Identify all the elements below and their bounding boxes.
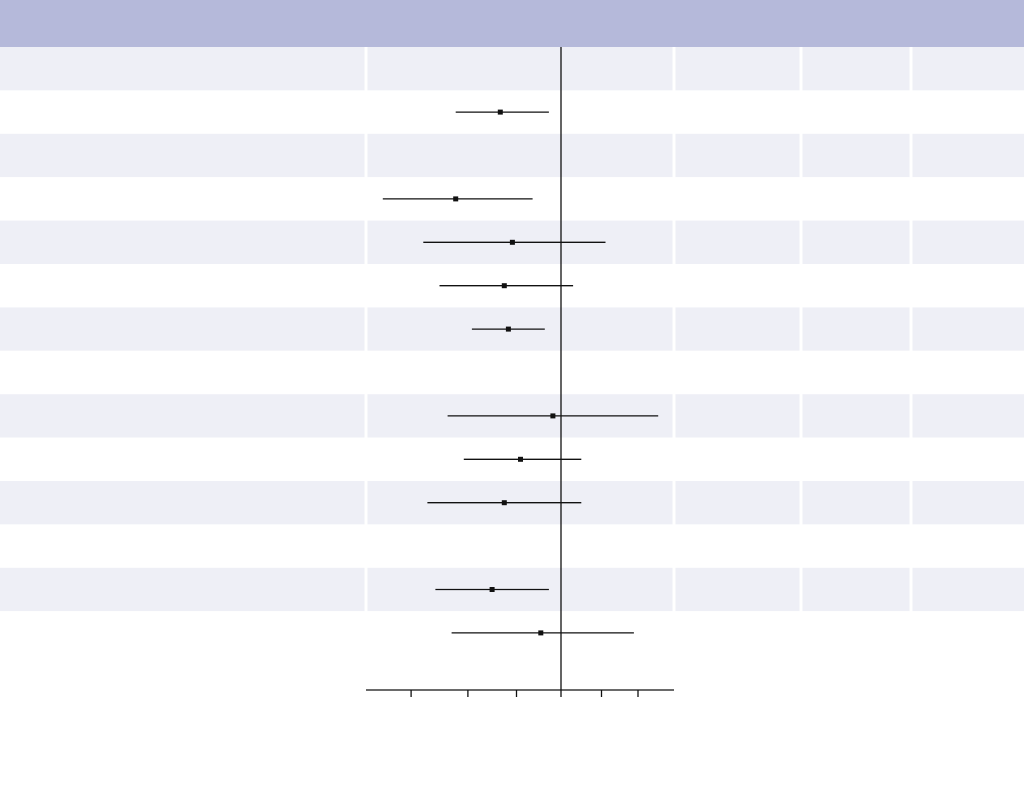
row-bands (0, 47, 1024, 655)
point-estimate (489, 587, 495, 592)
row-band (0, 47, 1024, 91)
header-band (0, 0, 1024, 47)
point-estimate (501, 500, 507, 506)
estimate-marks (382, 109, 659, 636)
point-estimate (550, 413, 556, 419)
row-band (0, 524, 1024, 568)
point-estimate (518, 456, 523, 462)
point-estimate (501, 283, 507, 289)
row-band (0, 350, 1024, 395)
point-estimate (509, 239, 515, 245)
point-estimate (538, 630, 544, 636)
row-band (0, 133, 1024, 178)
column-dividers (364, 47, 913, 655)
point-estimate (505, 326, 511, 332)
point-estimate (453, 196, 459, 202)
point-estimate (497, 109, 503, 115)
x-axis-ticks (410, 690, 639, 697)
